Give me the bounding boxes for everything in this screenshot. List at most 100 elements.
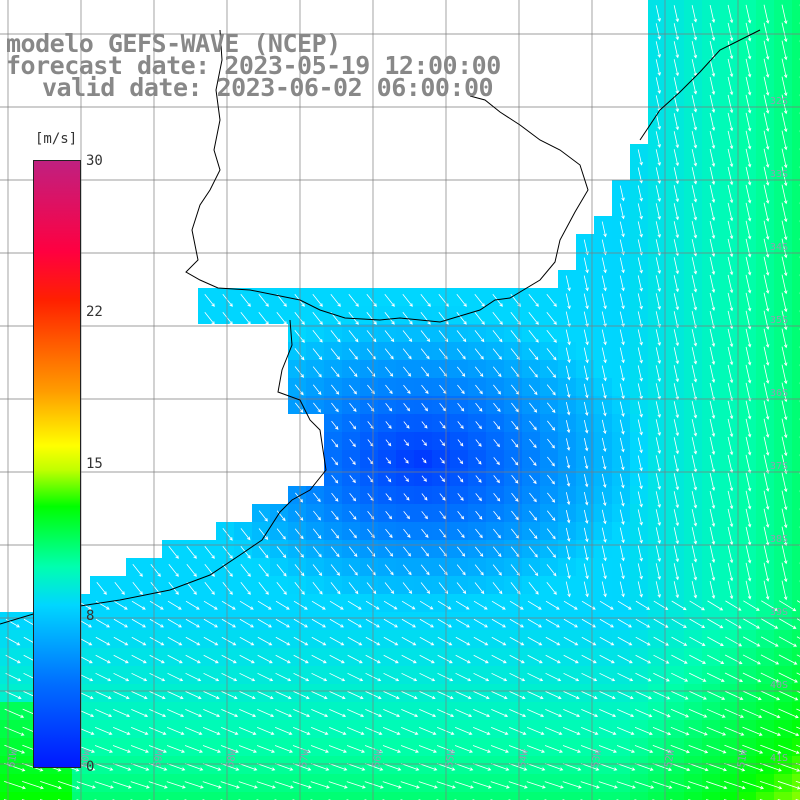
wind-arrow <box>562 763 582 771</box>
wind-arrow <box>131 654 147 664</box>
wind-arrow <box>745 256 752 276</box>
wind-arrow <box>331 420 339 430</box>
wind-arrow <box>310 745 329 753</box>
wind-arrow <box>385 439 392 447</box>
wind-arrow <box>166 781 186 789</box>
wind-arrow <box>473 672 490 682</box>
wind-arrow <box>617 636 633 646</box>
coastline <box>0 29 761 625</box>
wind-arrow <box>691 491 698 509</box>
wind-arrow <box>742 744 764 754</box>
wind-arrow <box>637 329 643 346</box>
wind-arrow <box>168 545 179 559</box>
wind-arrow <box>781 130 788 151</box>
wind-arrow <box>781 220 788 241</box>
wind-arrow <box>745 58 752 78</box>
wind-arrow <box>457 439 464 447</box>
wind-arrow <box>691 275 698 293</box>
wind-arrow <box>689 636 706 646</box>
wind-arrow <box>619 419 625 435</box>
wind-arrow <box>655 257 661 274</box>
wind-arrow <box>637 581 643 598</box>
wind-arrow <box>204 311 215 325</box>
wind-arrow <box>563 636 579 646</box>
wind-arrow <box>456 293 467 307</box>
wind-arrow <box>546 402 556 414</box>
wind-arrow <box>294 528 304 540</box>
wind-arrow <box>709 256 716 275</box>
wind-cell <box>792 738 800 756</box>
wind-arrow <box>294 546 304 558</box>
wind-arrow <box>474 366 484 377</box>
wind-arrow <box>583 365 589 381</box>
wind-arrow <box>763 112 770 132</box>
wind-arrow <box>727 274 734 294</box>
wind-arrow <box>635 600 651 610</box>
wind-arrow <box>149 636 165 646</box>
wind-arrow <box>619 347 625 364</box>
wind-arrow <box>95 654 111 664</box>
wind-arrow <box>528 330 539 343</box>
wind-arrow <box>474 330 485 343</box>
wind-arrow <box>725 618 742 629</box>
wind-arrow <box>456 312 467 325</box>
colorbar <box>33 160 81 768</box>
wind-arrow <box>402 293 413 307</box>
wind-arrow <box>724 762 746 772</box>
colorbar-tick-15: 15 <box>86 456 103 472</box>
wind-arrow <box>204 545 215 559</box>
wind-arrow <box>528 311 539 325</box>
wind-arrow <box>257 690 274 700</box>
wind-arrow <box>311 618 326 628</box>
wind-arrow <box>330 384 340 395</box>
wind-arrow <box>385 421 392 429</box>
wind-arrow <box>637 311 643 328</box>
wind-arrow <box>583 509 589 524</box>
wind-arrow <box>599 709 617 718</box>
wind-arrow <box>545 727 563 735</box>
wind-arrow <box>186 581 197 595</box>
wind-arrow <box>95 618 110 628</box>
wind-arrow <box>436 745 455 753</box>
wind-arrow <box>709 472 716 491</box>
wind-arrow <box>745 544 752 564</box>
wind-arrow <box>403 366 412 377</box>
wind-cell <box>792 324 800 342</box>
wind-arrow <box>292 781 312 789</box>
wind-arrow <box>655 491 661 508</box>
wind-arrow <box>238 781 258 789</box>
wind-arrow <box>673 455 680 473</box>
wind-cell <box>270 792 288 800</box>
wind-arrow <box>655 131 661 148</box>
wind-arrow <box>510 582 521 595</box>
wind-arrow <box>781 544 788 565</box>
wind-arrow <box>222 293 233 307</box>
wind-arrow <box>438 312 449 325</box>
wind-arrow <box>184 745 203 753</box>
wind-arrow <box>529 438 537 449</box>
wind-arrow <box>763 40 770 60</box>
wind-arrow <box>565 365 571 381</box>
wind-arrow <box>709 580 716 599</box>
wind-arrow <box>529 420 537 431</box>
wind-arrow <box>329 618 344 628</box>
wind-arrow <box>366 311 377 325</box>
wind-arrow <box>294 329 305 343</box>
wind-arrow <box>257 600 272 610</box>
wind-arrow <box>742 672 762 683</box>
wind-cell <box>396 792 414 800</box>
wind-arrow <box>526 745 545 753</box>
wind-arrow <box>275 727 293 735</box>
wind-arrow <box>655 41 661 58</box>
wind-arrow <box>274 745 293 753</box>
wind-cell <box>0 792 18 800</box>
wind-cell <box>792 522 800 540</box>
wind-arrow <box>671 618 687 628</box>
wind-arrow <box>330 293 341 307</box>
wind-arrow <box>293 709 311 718</box>
wind-arrow <box>529 510 538 521</box>
wind-arrow <box>240 581 251 595</box>
wind-arrow <box>348 348 358 360</box>
wind-arrow <box>583 456 589 470</box>
